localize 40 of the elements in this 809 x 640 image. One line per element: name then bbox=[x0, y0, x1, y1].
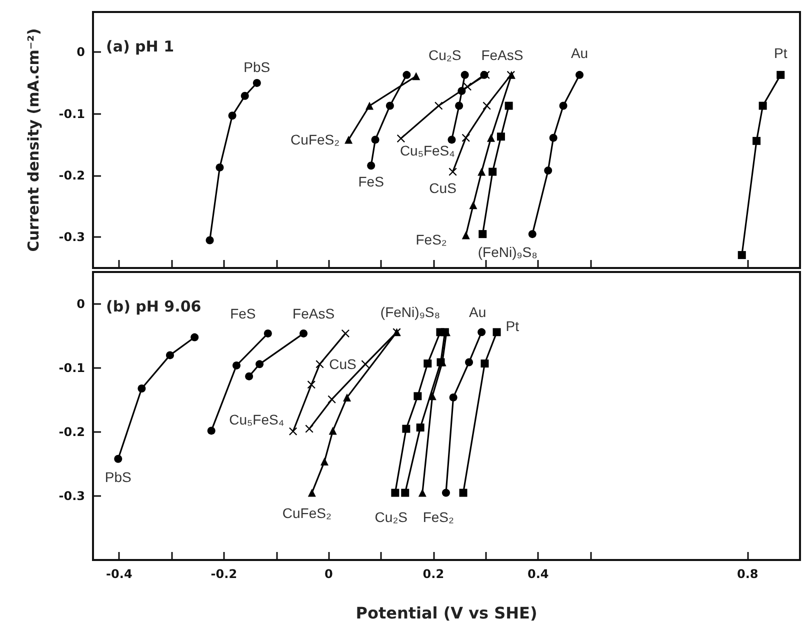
x-tick-label: 0.2 bbox=[422, 567, 444, 581]
text: (a) pH 1 bbox=[106, 38, 174, 56]
series-label: FeAsS bbox=[481, 46, 524, 63]
series-label: Cu₅FeS₄ bbox=[229, 411, 284, 428]
y-tick-label: 0 bbox=[76, 45, 85, 60]
x-axis-title: Potential (V vs SHE) bbox=[356, 604, 538, 622]
series-label: Au bbox=[570, 44, 588, 61]
series-label: (FeNi)₉S₈ bbox=[478, 244, 538, 260]
series-label: Pt bbox=[774, 44, 788, 61]
x-tick-label: -0.2 bbox=[210, 567, 238, 581]
series-label: Au bbox=[469, 304, 486, 320]
series-label: PbS bbox=[244, 58, 270, 75]
series-label: FeS bbox=[230, 305, 256, 322]
text: (b) pH 9.06 bbox=[106, 298, 202, 316]
series-label: Cu₂S bbox=[374, 508, 408, 525]
series-label: Pt bbox=[506, 318, 520, 334]
series-label: CuFeS₂ bbox=[282, 504, 332, 521]
x-tick-label: 0.8 bbox=[736, 567, 758, 581]
series-label: CuS bbox=[329, 356, 356, 372]
series-label: FeAsS bbox=[292, 305, 335, 322]
y-tick-label: -0.2 bbox=[58, 168, 85, 182]
y-tick-label: -0.1 bbox=[58, 361, 85, 375]
series-label: CuFeS₂ bbox=[290, 132, 340, 148]
y-tick-label: -0.1 bbox=[58, 106, 85, 121]
series-label: FeS bbox=[358, 174, 384, 190]
series-label: FeS₂ bbox=[416, 231, 447, 248]
y-tick-label: -0.3 bbox=[58, 489, 85, 503]
series-label: Cu₅FeS₄ bbox=[400, 142, 456, 158]
x-tick-label: -0.4 bbox=[106, 567, 132, 581]
y-tick-label: -0.2 bbox=[58, 425, 85, 439]
y-tick-label: -0.3 bbox=[58, 230, 85, 244]
series-label: (FeNi)₉S₈ bbox=[380, 304, 440, 320]
x-tick-label: 0.4 bbox=[528, 567, 549, 581]
series-label: CuS bbox=[429, 180, 456, 196]
y-tick-label: 0 bbox=[76, 297, 85, 311]
series-label: Cu₂S bbox=[428, 46, 462, 63]
series-label: FeS₂ bbox=[422, 508, 454, 525]
series-label: PbS bbox=[104, 468, 132, 485]
y-axis-title: Current density (mA.cm⁻²) bbox=[24, 28, 42, 252]
x-tick-label: 0 bbox=[324, 567, 333, 581]
